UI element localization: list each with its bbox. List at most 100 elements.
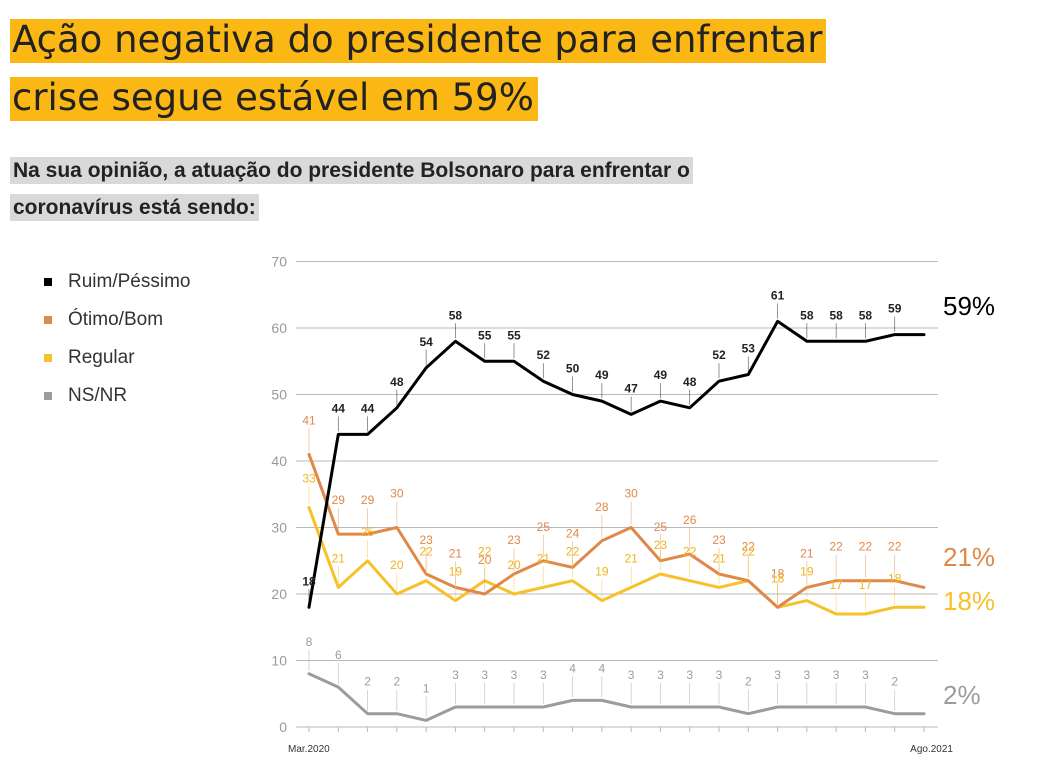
data-label-nsnr: 2 — [745, 675, 752, 689]
data-label-nsnr: 3 — [833, 668, 840, 682]
data-label-regular: 21 — [712, 551, 726, 565]
y-tick-label: 30 — [271, 520, 287, 536]
data-label-ruim: 58 — [800, 308, 814, 322]
data-label-ruim: 59 — [888, 302, 902, 316]
data-label-regular: 20 — [507, 558, 521, 572]
data-label-regular: 17 — [829, 578, 843, 592]
data-label-otimo: 24 — [566, 526, 580, 540]
data-label-otimo: 25 — [654, 520, 668, 534]
data-label-regular: 21 — [624, 551, 638, 565]
series-line-ruim — [307, 319, 926, 609]
series-line-nsnr — [307, 672, 926, 722]
data-label-otimo: 23 — [507, 533, 521, 547]
data-label-otimo: 22 — [888, 540, 902, 554]
data-label-otimo: 26 — [683, 513, 697, 527]
data-label-otimo: 29 — [332, 493, 346, 507]
legend-item-regular: Regular — [44, 339, 190, 377]
data-label-regular: 19 — [595, 565, 609, 579]
data-label-regular: 20 — [390, 558, 404, 572]
data-label-ruim: 53 — [742, 342, 756, 356]
legend-label-regular: Regular — [68, 347, 135, 368]
x-axis-start-label: Mar.2020 — [288, 744, 330, 755]
data-label-nsnr: 3 — [628, 668, 635, 682]
end-label-otimo: 21% — [943, 542, 995, 572]
data-label-ruim: 48 — [390, 375, 404, 389]
data-label-nsnr: 3 — [657, 668, 664, 682]
data-label-ruim: 18 — [302, 574, 316, 588]
data-label-otimo: 25 — [537, 520, 551, 534]
data-label-ruim: 55 — [507, 328, 521, 342]
data-label-nsnr: 3 — [540, 668, 547, 682]
legend-swatch-nsnr — [44, 392, 52, 400]
y-tick-label: 40 — [271, 453, 287, 469]
data-label-ruim: 44 — [332, 401, 346, 415]
chart-title-line-2: crise segue estável em 59% — [10, 77, 538, 121]
x-axis-end-label: Ago.2021 — [910, 744, 953, 755]
data-label-regular: 18 — [771, 571, 785, 585]
data-label-regular: 22 — [683, 545, 697, 559]
data-label-otimo: 41 — [302, 413, 316, 427]
data-label-nsnr: 8 — [306, 635, 313, 649]
legend-item-nsnr: NS/NR — [44, 377, 190, 415]
series-line-otimo — [307, 452, 926, 609]
data-label-regular: 22 — [478, 545, 492, 559]
data-label-ruim: 52 — [537, 348, 551, 362]
legend-label-ruim: Ruim/Péssimo — [68, 271, 191, 292]
data-label-nsnr: 3 — [774, 668, 781, 682]
data-label-regular: 19 — [449, 565, 463, 579]
data-label-regular: 33 — [302, 472, 316, 486]
data-label-regular: 22 — [742, 545, 756, 559]
legend: Ruim/Péssimo Ótimo/Bom Regular NS/NR — [44, 263, 190, 415]
data-label-nsnr: 2 — [364, 675, 371, 689]
data-label-otimo: 29 — [361, 493, 375, 507]
y-tick-label: 0 — [279, 719, 287, 735]
data-label-regular: 21 — [332, 551, 346, 565]
data-label-regular: 19 — [800, 565, 814, 579]
data-label-otimo: 18 — [771, 566, 785, 580]
data-label-otimo: 21 — [800, 546, 814, 560]
data-label-nsnr: 4 — [569, 661, 576, 675]
data-label-nsnr: 3 — [452, 668, 459, 682]
end-label-ruim: 59% — [943, 291, 995, 321]
data-label-nsnr: 3 — [862, 668, 869, 682]
data-label-ruim: 49 — [595, 368, 609, 382]
data-label-nsnr: 2 — [394, 675, 401, 689]
y-tick-label: 60 — [271, 320, 287, 336]
data-label-ruim: 58 — [859, 308, 873, 322]
data-label-otimo: 23 — [712, 533, 726, 547]
data-label-ruim: 47 — [624, 381, 638, 395]
data-label-ruim: 58 — [829, 308, 843, 322]
end-label-regular: 18% — [943, 586, 995, 616]
data-label-otimo: 30 — [390, 487, 404, 501]
chart-subtitle-line-2: coronavírus está sendo: — [10, 194, 259, 221]
chart-title-line-1: Ação negativa do presidente para enfrent… — [10, 19, 827, 63]
legend-item-otimo: Ótimo/Bom — [44, 301, 190, 339]
legend-item-ruim: Ruim/Péssimo — [44, 263, 190, 301]
data-label-regular: 22 — [566, 545, 580, 559]
data-label-ruim: 49 — [654, 368, 668, 382]
data-label-nsnr: 3 — [481, 668, 488, 682]
legend-label-otimo: Ótimo/Bom — [68, 309, 164, 330]
data-label-ruim: 50 — [566, 362, 580, 376]
data-label-regular: 25 — [361, 525, 375, 539]
data-label-nsnr: 3 — [716, 668, 723, 682]
data-label-nsnr: 3 — [804, 668, 811, 682]
y-tick-label: 70 — [271, 254, 287, 270]
data-label-ruim: 55 — [478, 328, 492, 342]
legend-label-nsnr: NS/NR — [68, 385, 128, 406]
y-tick-label: 10 — [271, 653, 287, 669]
legend-swatch-regular — [44, 354, 52, 362]
data-label-ruim: 48 — [683, 375, 697, 389]
data-label-nsnr: 6 — [335, 648, 342, 662]
chart-subtitle-line-1: Na sua opinião, a atuação do presidente … — [10, 157, 693, 184]
data-label-ruim: 58 — [449, 308, 463, 322]
data-label-nsnr: 2 — [891, 675, 898, 689]
legend-swatch-ruim — [44, 278, 52, 286]
y-tick-label: 20 — [271, 586, 287, 602]
data-label-ruim: 44 — [361, 401, 375, 415]
data-label-otimo: 22 — [829, 540, 843, 554]
data-label-nsnr: 3 — [511, 668, 518, 682]
data-label-regular: 18 — [888, 571, 902, 585]
data-label-regular: 22 — [419, 545, 433, 559]
